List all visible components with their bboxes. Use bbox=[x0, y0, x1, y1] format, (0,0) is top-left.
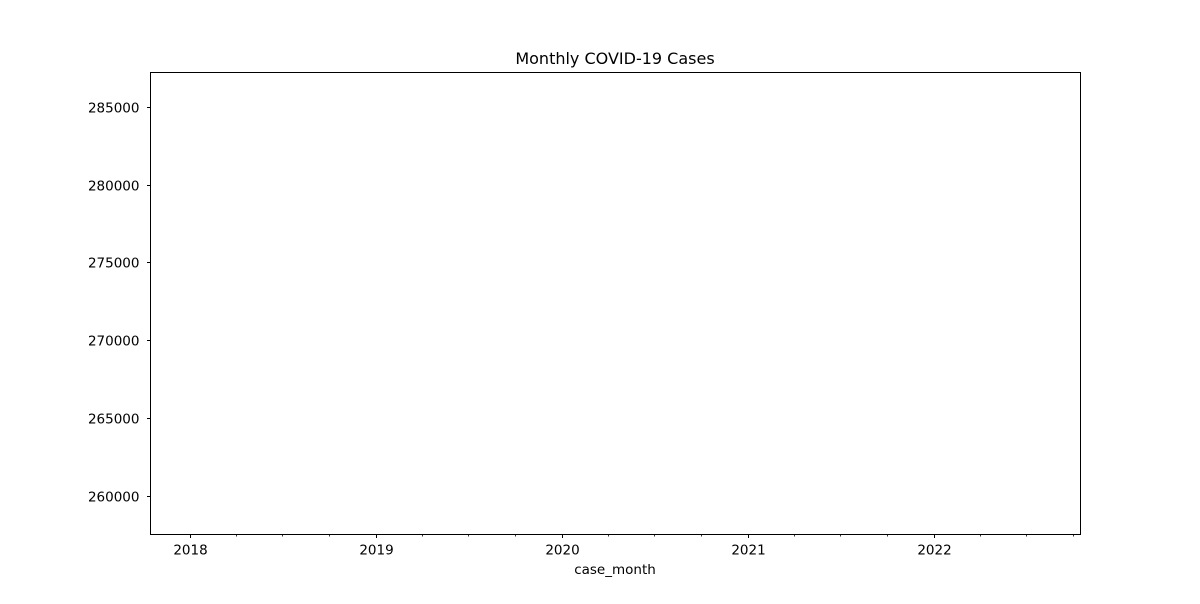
chart-title: Monthly COVID-19 Cases bbox=[515, 49, 714, 68]
x-tick-label: 2018 bbox=[173, 543, 207, 559]
plot-area bbox=[150, 72, 1081, 535]
y-tick-label: 275000 bbox=[88, 256, 140, 272]
x-tick-label: 2019 bbox=[359, 543, 393, 559]
x-axis-label: case_month bbox=[574, 562, 656, 578]
y-tick-label: 265000 bbox=[88, 412, 140, 428]
y-tick-label: 280000 bbox=[88, 179, 140, 195]
x-tick-label: 2020 bbox=[545, 543, 579, 559]
x-tick-label: 2021 bbox=[731, 543, 765, 559]
y-tick-label: 270000 bbox=[88, 334, 140, 350]
y-tick-label: 285000 bbox=[88, 101, 140, 117]
y-axis: 260000 265000 270000 275000 280000 285000 bbox=[88, 101, 151, 506]
x-tick-label: 2022 bbox=[917, 543, 951, 559]
plot-frame bbox=[150, 72, 1081, 535]
y-tick-label: 260000 bbox=[88, 490, 140, 506]
x-axis: 2018 2019 2020 2021 2022 bbox=[173, 534, 1074, 559]
